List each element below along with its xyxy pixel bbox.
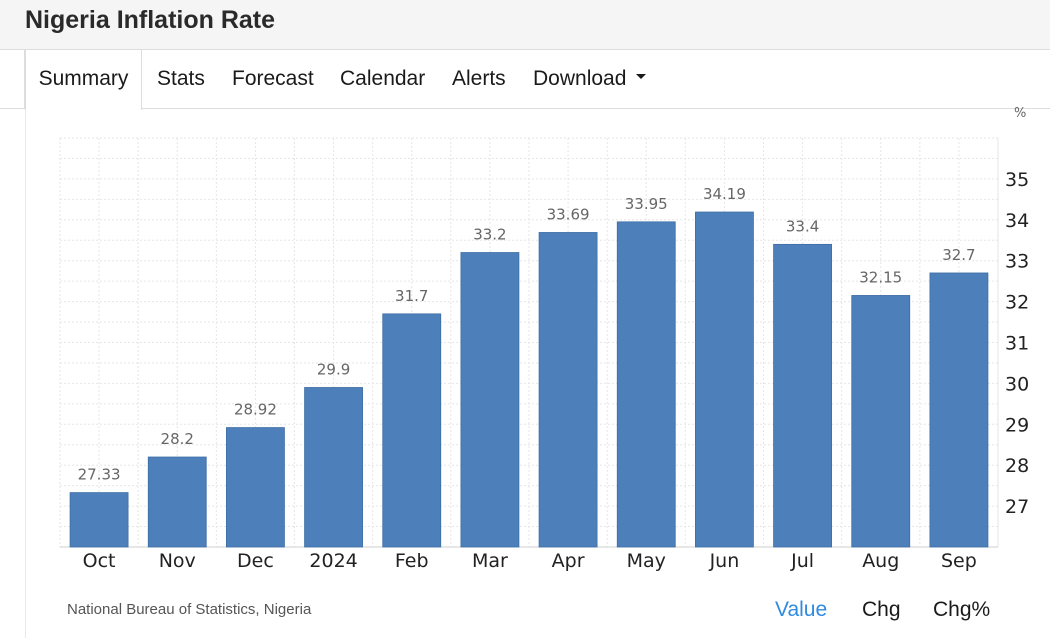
data-label: 27.33 [78,466,121,484]
tab-stats[interactable]: Stats [157,67,205,90]
source-note: National Bureau of Statistics, Nigeria [67,601,312,618]
tab-bar: Summary Stats Forecast Calendar Alerts D… [0,50,1050,110]
y-tick-label: 30 [1005,373,1029,395]
bar [69,492,129,548]
y-tick-label: 29 [1005,414,1029,436]
tab-summary[interactable]: Summary [25,50,142,110]
y-tick-label: 31 [1005,333,1029,355]
caret-down-icon [636,73,647,79]
x-tick-label: Apr [552,550,585,572]
x-tick-label: Sep [941,550,977,572]
data-label: 28.2 [161,430,194,448]
x-tick-label: Dec [237,550,274,572]
bar [616,221,676,548]
chart-x-axis: Oct Nov Dec 2024 Feb Mar Apr May Jun Jul Aug Sep [83,550,977,572]
data-label: 33.95 [625,195,668,213]
view-value-toggle[interactable]: Value [775,598,828,621]
data-label: 28.92 [234,401,277,419]
y-tick-label: 27 [1005,496,1029,518]
tab-alerts[interactable]: Alerts [452,67,506,90]
tab-download[interactable]: Download [533,50,647,109]
chart-grid [59,137,999,548]
data-label: 32.7 [942,246,975,264]
data-label: 34.19 [703,185,746,203]
data-label: 33.4 [786,217,819,235]
tab-bar-divider [0,108,1050,109]
bar [226,427,285,548]
bar [695,211,754,548]
bar [382,313,442,548]
bar [460,252,520,548]
x-tick-label: Feb [395,550,429,572]
view-chg-toggle[interactable]: Chg [862,598,901,621]
x-tick-label: Jun [709,550,740,572]
data-label: 32.15 [859,268,902,286]
y-tick-label: 35 [1005,169,1029,191]
chart-data-labels: 27.33 28.2 28.92 29.9 31.7 33.2 33.69 33.95 34.1… [78,185,976,484]
data-label: 33.2 [473,226,506,244]
tab-spacer [0,50,25,109]
inflation-bar-chart: 27.33 28.2 28.92 29.9 31.7 33.2 33.69 33.95 34.1… [59,106,1029,572]
view-chg-percent-toggle[interactable]: Chg% [933,598,991,621]
x-tick-label: Nov [159,550,196,572]
bar [304,387,363,548]
data-label: 31.7 [395,287,428,305]
bar [538,232,598,548]
bar [773,243,832,548]
title-bar: Nigeria Inflation Rate [0,0,1050,50]
x-tick-label: Mar [472,550,508,572]
x-tick-label: Aug [862,550,899,572]
y-tick-label: 28 [1005,455,1029,477]
y-tick-label: 33 [1005,251,1029,273]
chart-bars [69,211,989,548]
tab-calendar[interactable]: Calendar [340,67,426,90]
x-tick-label: Jul [790,550,814,572]
y-tick-label: 32 [1005,292,1029,314]
data-label: 33.69 [547,205,590,223]
x-tick-label: Oct [83,550,116,572]
x-tick-label: May [627,550,666,572]
bar [929,272,989,548]
chart-y-axis: 27 28 29 30 31 32 33 34 35% [1005,106,1029,518]
tab-download-label: Download [533,67,627,90]
bar [147,456,207,548]
page-title: Nigeria Inflation Rate [25,6,276,34]
tab-forecast[interactable]: Forecast [232,67,314,90]
y-unit-label: % [1014,106,1026,121]
x-tick-label: 2024 [309,550,357,572]
data-label: 29.9 [317,360,350,378]
content-frame [25,109,1050,638]
y-tick-label: 34 [1005,210,1029,232]
bar [851,295,911,548]
